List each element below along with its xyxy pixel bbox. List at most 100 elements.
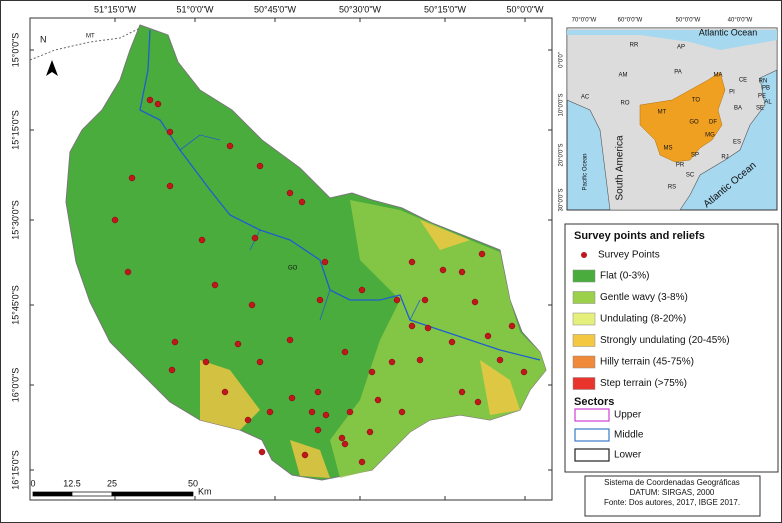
state-label: AL bbox=[764, 100, 772, 106]
survey-point bbox=[478, 250, 486, 258]
survey-point bbox=[308, 408, 316, 416]
state-label: AP bbox=[677, 45, 685, 51]
state-label: BA bbox=[734, 106, 742, 112]
legend-label: Gentle wavy (3-8%) bbox=[600, 292, 688, 303]
survey-point bbox=[286, 189, 294, 197]
state-label: MA bbox=[714, 73, 723, 79]
survey-point bbox=[374, 396, 382, 404]
survey-point bbox=[202, 358, 210, 366]
inset-lon-label: 70°0'0"W bbox=[572, 18, 597, 24]
survey-point bbox=[286, 336, 294, 344]
latitude-label: 15°15'0"S bbox=[10, 110, 20, 150]
legend-swatch bbox=[572, 377, 596, 390]
credit-line: Sistema de Coordenadas Geográficas bbox=[604, 478, 740, 487]
credits-box bbox=[584, 475, 761, 517]
survey-point bbox=[346, 408, 354, 416]
survey-point bbox=[221, 388, 229, 396]
survey-point bbox=[314, 426, 322, 434]
legend-label: Hilly terrain (45-75%) bbox=[600, 357, 694, 368]
state-label: RJ bbox=[721, 155, 728, 161]
legend-point bbox=[581, 252, 587, 258]
ocean-label: Pacific Ocean bbox=[583, 153, 589, 190]
survey-point bbox=[258, 448, 266, 456]
longitude-label: 50°45'0"W bbox=[254, 4, 297, 14]
state-label: MS bbox=[664, 146, 673, 152]
longitude-label: 50°15'0"W bbox=[424, 4, 467, 14]
survey-point bbox=[244, 416, 252, 424]
inset-lon-label: 50°0'0"W bbox=[676, 18, 701, 24]
survey-point bbox=[321, 258, 329, 266]
survey-point bbox=[171, 338, 179, 346]
survey-point bbox=[128, 174, 136, 182]
state-border bbox=[29, 27, 141, 61]
legend-swatch bbox=[574, 448, 610, 462]
credit-line: Fonte: Dos autores, 2017, IBGE 2017. bbox=[604, 498, 740, 507]
state-label: MT bbox=[86, 34, 95, 40]
survey-point bbox=[458, 388, 466, 396]
scale-segment bbox=[111, 491, 194, 497]
survey-point bbox=[256, 162, 264, 170]
survey-point bbox=[316, 296, 324, 304]
survey-point bbox=[448, 338, 456, 346]
legend-swatch bbox=[574, 408, 610, 422]
state-label: AM bbox=[619, 73, 628, 79]
survey-point bbox=[234, 340, 242, 348]
survey-point bbox=[146, 96, 154, 104]
state-label: RS bbox=[668, 185, 676, 191]
state-label: GO bbox=[288, 266, 298, 272]
state-label: PR bbox=[676, 163, 685, 169]
longitude-label: 50°0'0"W bbox=[506, 4, 544, 14]
inset-lat-label: 10°0'0"S bbox=[559, 93, 565, 116]
scale-segment bbox=[71, 491, 113, 497]
survey-point bbox=[408, 258, 416, 266]
survey-point bbox=[358, 286, 366, 294]
credit-line: DATUM: SIRGAS, 2000 bbox=[630, 488, 715, 497]
legend-title: Survey points and reliefs bbox=[574, 230, 705, 242]
survey-point bbox=[166, 128, 174, 136]
legend-swatch bbox=[574, 428, 610, 442]
state-label: PE bbox=[758, 94, 766, 100]
survey-point bbox=[458, 268, 466, 276]
legend-label: Middle bbox=[614, 430, 644, 441]
survey-point bbox=[266, 408, 274, 416]
survey-point bbox=[226, 142, 234, 150]
ocean bbox=[567, 30, 777, 50]
state-label: CE bbox=[739, 78, 747, 84]
survey-point bbox=[439, 266, 447, 274]
survey-point bbox=[198, 236, 206, 244]
state-label: SE bbox=[756, 106, 764, 112]
survey-point bbox=[358, 458, 366, 466]
north-arrow bbox=[46, 60, 58, 76]
scale-unit: Km bbox=[198, 486, 212, 496]
survey-point bbox=[314, 388, 322, 396]
state-label: GO bbox=[689, 120, 699, 126]
state-label: ES bbox=[733, 140, 741, 146]
state-label: RN bbox=[759, 79, 768, 85]
latitude-label: 15°30'0"S bbox=[10, 200, 20, 240]
ocean-label: Atlantic Ocean bbox=[699, 27, 758, 37]
longitude-label: 50°30'0"W bbox=[339, 4, 382, 14]
state-label: PI bbox=[729, 90, 735, 96]
state-label: SP bbox=[691, 153, 699, 159]
survey-point bbox=[366, 428, 374, 436]
survey-point bbox=[408, 322, 416, 330]
survey-point bbox=[496, 356, 504, 364]
latitude-label: 16°15'0"S bbox=[10, 450, 20, 490]
survey-point bbox=[424, 324, 432, 332]
survey-point bbox=[520, 368, 528, 376]
survey-point bbox=[298, 198, 306, 206]
legend-swatch bbox=[572, 291, 596, 304]
survey-point bbox=[388, 358, 396, 366]
survey-point bbox=[484, 332, 492, 340]
legend-label: Undulating (8-20%) bbox=[600, 314, 686, 325]
survey-point bbox=[471, 298, 479, 306]
legend-swatch bbox=[572, 269, 596, 283]
latitude-label: 15°0'0"S bbox=[10, 33, 20, 68]
survey-point bbox=[368, 368, 376, 376]
survey-point bbox=[341, 440, 349, 448]
inset-lon-label: 60°0'0"W bbox=[618, 18, 643, 24]
survey-point bbox=[251, 234, 259, 242]
legend-label: Upper bbox=[614, 410, 642, 421]
inset-lat-label: 30°0'0"S bbox=[559, 188, 565, 211]
